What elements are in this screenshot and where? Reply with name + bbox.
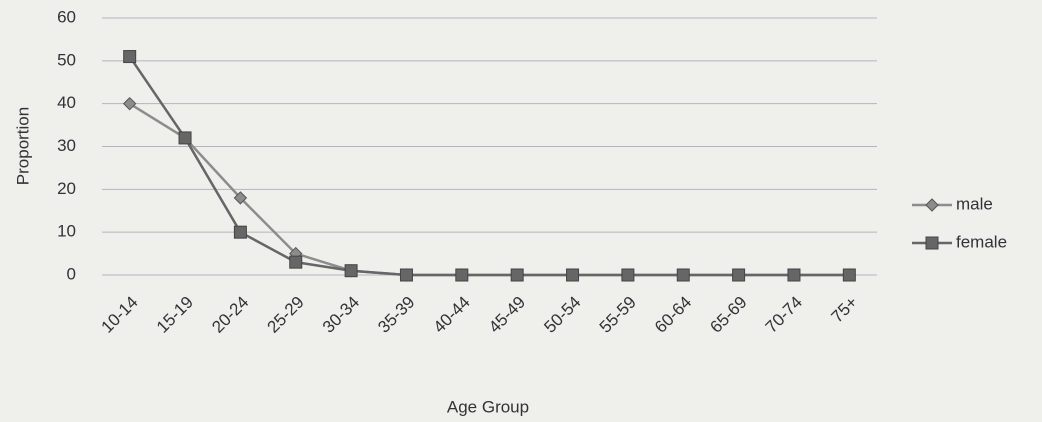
x-tick-label: 10-14 — [97, 293, 141, 337]
legend-label: male — [956, 194, 993, 213]
x-tick-label: 30-34 — [319, 293, 363, 337]
point — [178, 131, 192, 145]
point — [233, 225, 247, 239]
line — [128, 55, 850, 277]
x-tick-label: 75+ — [827, 293, 861, 327]
x-tick-label: 15-19 — [153, 293, 197, 337]
point — [399, 268, 413, 282]
point — [122, 96, 137, 111]
legend-label: female — [956, 232, 1007, 251]
x-tick-label: 55-59 — [596, 293, 640, 337]
y-tick-label: 0 — [67, 264, 76, 283]
point — [566, 268, 580, 282]
point — [787, 268, 801, 282]
x-tick-label: 40-44 — [430, 293, 474, 337]
x-tick-label: 20-24 — [208, 293, 252, 337]
x-tick-label: 25-29 — [264, 293, 308, 337]
point — [233, 191, 248, 205]
point — [289, 255, 303, 269]
y-axis-label: Proportion — [13, 107, 32, 185]
point — [123, 50, 137, 64]
legend-marker — [925, 236, 939, 250]
point — [621, 268, 635, 282]
x-tick-label: 60-64 — [651, 293, 695, 337]
point — [842, 268, 856, 282]
x-tick-label: 65-69 — [706, 293, 750, 337]
x-axis-label: Age Group — [447, 397, 529, 416]
point — [676, 268, 690, 282]
point — [344, 264, 358, 278]
point — [455, 268, 469, 282]
y-tick-label: 40 — [57, 93, 76, 112]
x-tick-label: 35-39 — [374, 293, 418, 337]
y-tick-label: 10 — [57, 222, 76, 241]
x-tick-label: 50-54 — [540, 293, 584, 337]
x-tick-label: 70-74 — [762, 293, 806, 337]
legend-marker — [925, 198, 939, 212]
point — [732, 268, 746, 282]
y-tick-label: 20 — [57, 179, 76, 198]
y-tick-label: 60 — [57, 7, 76, 26]
point — [510, 268, 524, 282]
y-tick-label: 30 — [57, 136, 76, 155]
y-tick-label: 50 — [57, 50, 76, 69]
x-tick-label: 45-49 — [485, 293, 529, 337]
